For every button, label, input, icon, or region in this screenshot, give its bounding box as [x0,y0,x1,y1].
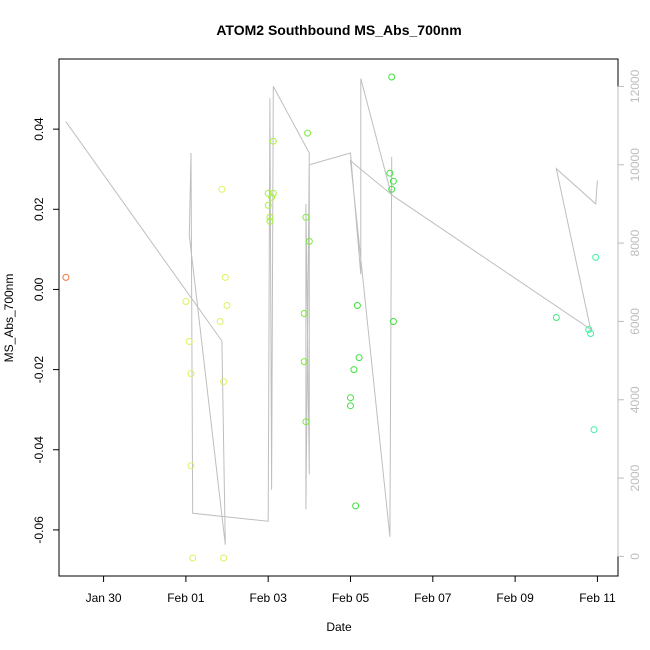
data-point [300,358,308,366]
y2-tick-label: 0 [628,553,642,560]
points-layer [62,73,600,562]
y-tick-label: 0.04 [32,117,46,141]
x-axis-label: Date [326,620,352,634]
y-tick-label: -0.02 [32,356,46,384]
y-tick-label: -0.04 [32,436,46,464]
y2-tick-label: 4000 [628,386,642,413]
x-tick-label: Feb 01 [167,591,205,605]
data-point [220,554,228,562]
data-point [300,310,308,317]
y2-tick-label: 10000 [628,148,642,182]
y-tick-label: -0.06 [32,516,46,544]
data-point [347,394,354,402]
data-point [216,318,224,325]
data-point [552,314,560,321]
secondary-series-line [65,78,598,545]
data-point [355,354,363,362]
data-point [269,189,277,197]
x-tick-label: Jan 30 [86,591,122,605]
y2-tick-label: 2000 [628,464,642,491]
y2-tick-label: 8000 [628,229,642,256]
data-point [221,273,229,281]
y2-tick-label: 6000 [628,308,642,335]
x-tick-label: Feb 07 [414,591,452,605]
data-point [587,330,595,337]
data-point [187,462,195,470]
data-point [386,169,394,177]
secondary-line-layer [65,78,598,545]
data-point [264,201,272,209]
data-point [304,129,312,137]
data-point [590,426,598,434]
y-tick-label: 0.00 [32,277,46,301]
data-point [302,213,310,221]
data-point [223,302,231,309]
data-point [185,338,193,345]
y2-tick-label: 12000 [628,69,642,103]
data-point [353,302,361,309]
chart-title: ATOM2 Southbound MS_Abs_700nm [216,22,461,38]
data-point [389,318,397,325]
data-point [187,370,195,378]
x-tick-label: Feb 05 [332,591,370,605]
data-point [266,213,274,221]
data-point [182,298,190,305]
x-tick-label: Feb 11 [579,591,616,605]
data-point [189,554,197,562]
x-tick-label: Feb 03 [250,591,288,605]
data-point [302,418,310,426]
data-point [350,366,358,374]
data-point [268,193,276,201]
y2-axis: 0 2000 4000 6000 8000 10000 12000 [617,69,642,560]
data-point [264,189,272,197]
data-point [266,217,274,225]
data-point [585,326,593,333]
data-point [62,273,70,281]
x-axis: Jan 30 Feb 01 Feb 03 Feb 05 Feb 07 Feb 09 Feb … [86,576,616,605]
data-point [305,237,313,245]
data-point [347,402,354,410]
data-point [388,185,396,193]
data-point [220,378,228,386]
data-point [269,137,277,145]
y-axis: -0.06 -0.04 -0.02 0.00 0.02 0.04 [32,117,60,544]
data-point [218,185,226,193]
data-point [592,253,600,261]
data-point [352,502,360,510]
y-tick-label: 0.02 [32,197,46,221]
y-axis-label: MS_Abs_700nm [2,274,16,363]
x-tick-label: Feb 09 [496,591,534,605]
data-point [389,177,397,185]
data-point [388,73,396,81]
